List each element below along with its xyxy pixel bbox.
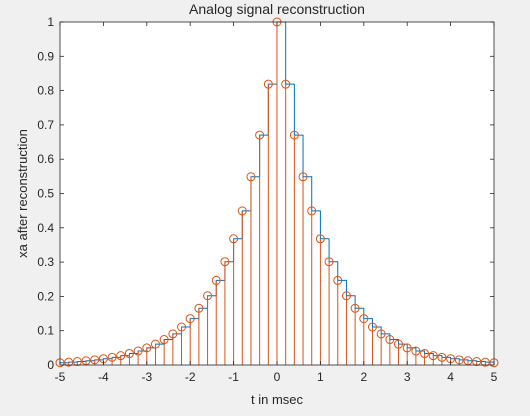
stem-marker bbox=[159, 335, 169, 345]
stem-marker bbox=[324, 257, 334, 267]
stem-marker bbox=[307, 206, 317, 216]
plot-layer bbox=[55, 17, 499, 368]
y-tick-label: 0.7 bbox=[37, 118, 54, 132]
stem-marker bbox=[142, 343, 152, 353]
stem-marker bbox=[367, 322, 377, 332]
stem-marker bbox=[385, 335, 395, 345]
stem-marker bbox=[333, 275, 343, 285]
stem-marker bbox=[72, 357, 82, 367]
y-tick-label: 0.9 bbox=[37, 49, 54, 63]
stem-marker bbox=[341, 291, 351, 301]
stem-marker bbox=[298, 172, 308, 182]
stem-marker bbox=[237, 206, 247, 216]
x-tick-label: -2 bbox=[185, 370, 196, 384]
x-tick-label: 0 bbox=[274, 370, 281, 384]
x-tick-label: -5 bbox=[55, 370, 66, 384]
stem-marker bbox=[315, 234, 325, 244]
stem-marker bbox=[402, 343, 412, 353]
y-tick-label: 0.4 bbox=[37, 221, 54, 235]
stem-marker bbox=[359, 314, 369, 324]
stem-marker bbox=[150, 339, 160, 349]
y-tick-label: 0.5 bbox=[37, 187, 54, 201]
stem-marker bbox=[90, 355, 100, 365]
stem-marker bbox=[263, 79, 273, 89]
stem-marker bbox=[185, 314, 195, 324]
stem-marker bbox=[220, 257, 230, 267]
stem-marker bbox=[116, 351, 126, 361]
stem-marker bbox=[376, 329, 386, 339]
x-tick-label: -3 bbox=[141, 370, 152, 384]
stem-marker bbox=[480, 357, 490, 367]
x-tick-label: 4 bbox=[447, 370, 454, 384]
stem-marker bbox=[194, 303, 204, 313]
stem-marker bbox=[472, 357, 482, 367]
stem-marker bbox=[420, 349, 430, 359]
stem-marker bbox=[168, 329, 178, 339]
stem-marker bbox=[203, 291, 213, 301]
x-tick-label: 1 bbox=[317, 370, 324, 384]
stem-marker bbox=[289, 130, 299, 140]
chart-title: Analog signal reconstruction bbox=[189, 1, 365, 17]
y-tick-label: 0.2 bbox=[37, 289, 54, 303]
stem-marker bbox=[124, 349, 134, 359]
ticks-layer: -5 -4 -3 -2 -1 0 1 2 3 4 5 0 0.1 0.2 0.3 0.4 0.5 0.6 0.7 0.… bbox=[37, 15, 497, 384]
stem-marker bbox=[246, 172, 256, 182]
stem-marker bbox=[255, 130, 265, 140]
stem-marker bbox=[211, 275, 221, 285]
y-tick-label: 0.6 bbox=[37, 152, 54, 166]
stem-marker bbox=[64, 357, 74, 367]
x-axis-label: t in msec bbox=[251, 392, 304, 407]
y-tick-label: 1 bbox=[47, 15, 54, 29]
y-tick-label: 0.8 bbox=[37, 84, 54, 98]
stem-marker bbox=[394, 339, 404, 349]
y-tick-label: 0.3 bbox=[37, 255, 54, 269]
stem-marker bbox=[454, 355, 464, 365]
x-tick-label: 5 bbox=[491, 370, 498, 384]
stem-marker bbox=[437, 352, 447, 362]
y-axis-label: xa after reconstruction bbox=[15, 129, 30, 258]
stem-marker bbox=[177, 322, 187, 332]
stem-marker bbox=[411, 346, 421, 356]
stem-marker bbox=[229, 234, 239, 244]
stem-marker bbox=[107, 352, 117, 362]
x-tick-label: 2 bbox=[360, 370, 367, 384]
stem-marker bbox=[350, 303, 360, 313]
stem-marker bbox=[428, 351, 438, 361]
x-tick-label: -1 bbox=[228, 370, 239, 384]
stem-marker bbox=[281, 79, 291, 89]
y-tick-label: 0 bbox=[47, 358, 54, 372]
stem-marker bbox=[133, 346, 143, 356]
x-tick-label: 3 bbox=[404, 370, 411, 384]
x-tick-label: -4 bbox=[98, 370, 109, 384]
y-tick-label: 0.1 bbox=[37, 324, 54, 338]
